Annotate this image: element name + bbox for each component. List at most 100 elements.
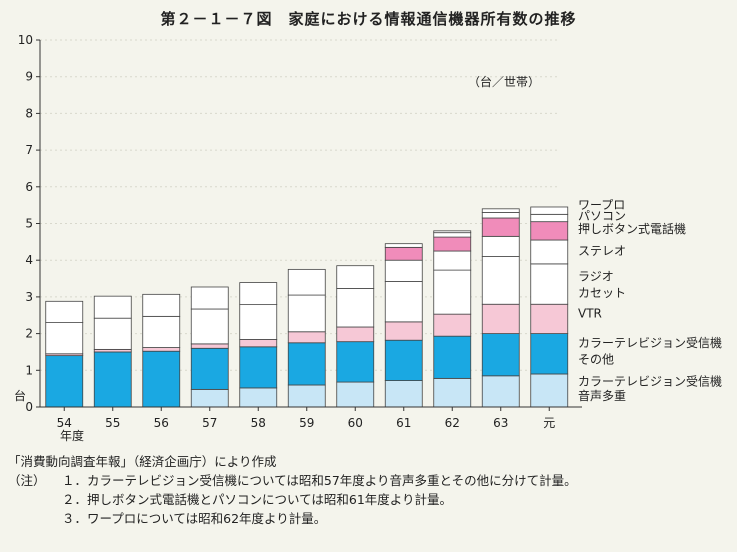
- bar-segment: [45, 300, 84, 323]
- series-label: パソコン: [578, 209, 626, 223]
- y-tick-label: 6: [25, 180, 33, 194]
- bar-segment: [384, 246, 423, 261]
- x-tick-label: 元: [543, 416, 555, 430]
- bar-segment: [384, 321, 423, 341]
- series-label: カセット: [578, 286, 626, 300]
- bar-segment: [481, 375, 520, 408]
- bar-segment: [433, 377, 472, 408]
- bar-segment: [481, 208, 520, 213]
- y-tick-label: 5: [25, 217, 33, 231]
- series-label: カラーテレビジョン受信機: [578, 373, 722, 388]
- bar-segment: [433, 250, 472, 271]
- bar-segment: [93, 317, 132, 350]
- x-tick-label: 59: [299, 416, 314, 430]
- bar-segment: [433, 232, 472, 238]
- bar-segment: [530, 206, 569, 215]
- bar-segment: [530, 303, 569, 334]
- bar-segment: [239, 346, 278, 389]
- bar-segment: [384, 281, 423, 323]
- bar-segment: [190, 286, 229, 310]
- bar-segment: [190, 308, 229, 345]
- y-tick-label: 1: [25, 363, 33, 377]
- x-tick-label: 55: [105, 416, 120, 430]
- bar-segment: [433, 313, 472, 337]
- y-tick-label: 7: [25, 143, 33, 157]
- series-label: ラジオ: [578, 270, 614, 284]
- bar-segment: [336, 326, 375, 343]
- bar-segment: [287, 268, 326, 296]
- y-tick-label: 2: [25, 327, 33, 341]
- y-axis-label: 台: [14, 388, 26, 403]
- bar-segment: [287, 342, 326, 386]
- bar-segment: [530, 221, 569, 241]
- series-label: 押しボタン式電話機: [578, 221, 686, 236]
- unit-label: （台／世帯）: [468, 74, 540, 89]
- bar-segment: [530, 213, 569, 223]
- note-label: （注）: [8, 473, 46, 488]
- note-3: ３．ワープロについては昭和62年度より計量。: [62, 511, 327, 526]
- x-tick-label: 61: [396, 416, 411, 430]
- bar-segment: [336, 288, 375, 328]
- bar-segment: [384, 243, 423, 248]
- bar-segment: [239, 304, 278, 340]
- bar-segment: [530, 373, 569, 408]
- bar-segment: [336, 265, 375, 289]
- series-label: ステレオ: [578, 244, 626, 258]
- x-axis-ticks: 54 55 56 57 58 59 60 61 62 63 元: [57, 407, 555, 430]
- chart-title: 第２－１－７図 家庭における情報通信機器所有数の推移: [160, 10, 577, 28]
- bar-segment: [287, 384, 326, 408]
- bar-segment: [481, 303, 520, 334]
- bar-segment: [336, 341, 375, 383]
- note-2: ２．押しボタン式電話機とパソコンについては昭和61年度より計量。: [62, 492, 453, 507]
- bar-segment: [45, 355, 84, 408]
- bar-segment: [287, 294, 326, 333]
- bar-segment: [336, 381, 375, 408]
- bar-segment: [142, 347, 181, 352]
- bar-segment: [481, 256, 520, 305]
- bar-segment: [433, 236, 472, 252]
- bar-segment: [190, 388, 229, 408]
- bar-segment: [142, 293, 181, 317]
- x-axis-label: 年度: [60, 428, 84, 443]
- note-1-text: １．カラーテレビジョン受信機については昭和57年度より音声多重とその他に分けて計…: [62, 473, 577, 488]
- x-tick-label: 57: [202, 416, 217, 430]
- bar-segment: [384, 339, 423, 381]
- bar-segment: [239, 387, 278, 408]
- bar-segment: [93, 295, 132, 319]
- note-1: （注） １．カラーテレビジョン受信機については昭和57年度より音声多重とその他に分…: [8, 471, 577, 490]
- y-tick-label: 3: [25, 290, 33, 304]
- bar-segment: [481, 333, 520, 377]
- bar-segment: [45, 322, 84, 355]
- bar-segment: [190, 347, 229, 390]
- bar-segment: [530, 263, 569, 305]
- footnotes: 「消費動向調査年報」（経済企画庁）により作成 （注） １．カラーテレビジョン受信機…: [8, 452, 577, 528]
- bar-segment: [190, 343, 229, 349]
- y-tick-label: 4: [25, 253, 33, 267]
- bar-segment: [481, 212, 520, 219]
- bars: [45, 206, 569, 408]
- x-tick-label: 56: [154, 416, 169, 430]
- x-tick-label: 63: [493, 416, 508, 430]
- y-axis-ticks: 0 1 2 3 4 5 6 7 8 9 10: [18, 33, 40, 414]
- x-tick-label: 54: [57, 416, 72, 430]
- bar-segment: [239, 339, 278, 348]
- series-label: その他: [578, 352, 614, 366]
- series-label: VTR: [578, 306, 602, 320]
- bar-segment: [287, 331, 326, 344]
- bar-segment: [433, 335, 472, 379]
- bar-segment: [433, 230, 472, 234]
- bar-segment: [481, 217, 520, 237]
- bar-segment: [530, 333, 569, 375]
- bar-segment: [384, 380, 423, 408]
- series-label: 音声多重: [578, 388, 626, 403]
- y-tick-label: 8: [25, 106, 33, 120]
- bar-segment: [433, 269, 472, 315]
- source-note: 「消費動向調査年報」（経済企画庁）により作成: [8, 454, 277, 469]
- x-tick-label: 60: [348, 416, 363, 430]
- x-tick-label: 58: [251, 416, 266, 430]
- series-label: カラーテレビジョン受信機: [578, 335, 722, 350]
- bar-segment: [142, 315, 181, 348]
- bar-segment: [239, 282, 278, 306]
